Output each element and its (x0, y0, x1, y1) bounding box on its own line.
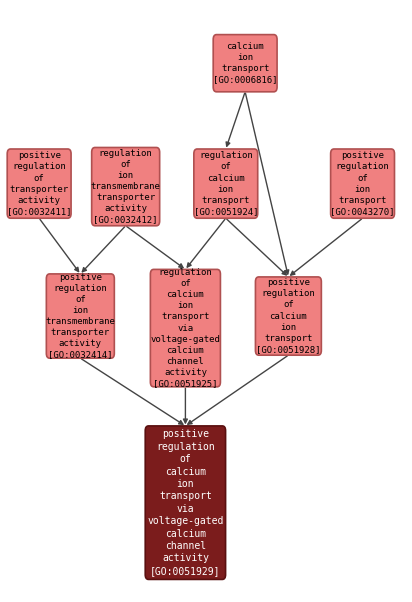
FancyBboxPatch shape (145, 426, 226, 579)
Text: positive
regulation
of
transporter
activity
[GO:0032411]: positive regulation of transporter activ… (7, 151, 71, 216)
Text: positive
regulation
of
calcium
ion
transport
via
voltage-gated
calcium
channel
a: positive regulation of calcium ion trans… (147, 429, 224, 576)
Text: positive
regulation
of
calcium
ion
transport
[GO:0051928]: positive regulation of calcium ion trans… (256, 278, 321, 354)
FancyBboxPatch shape (91, 147, 159, 226)
Text: positive
regulation
of
ion
transport
[GO:0043270]: positive regulation of ion transport [GO… (330, 151, 395, 216)
Text: regulation
of
ion
transmembrane
transporter
activity
[GO:0032412]: regulation of ion transmembrane transpor… (91, 149, 161, 225)
Text: regulation
of
calcium
ion
transport
via
voltage-gated
calcium
channel
activity
[: regulation of calcium ion transport via … (150, 268, 220, 388)
FancyBboxPatch shape (194, 149, 258, 219)
Text: positive
regulation
of
ion
transmembrane
transporter
activity
[GO:0032414]: positive regulation of ion transmembrane… (45, 273, 115, 359)
FancyBboxPatch shape (255, 277, 321, 355)
FancyBboxPatch shape (150, 270, 220, 386)
Text: calcium
ion
transport
[GO:0006816]: calcium ion transport [GO:0006816] (213, 42, 277, 84)
FancyBboxPatch shape (213, 34, 277, 92)
FancyBboxPatch shape (330, 149, 394, 219)
FancyBboxPatch shape (46, 274, 115, 358)
Text: regulation
of
calcium
ion
transport
[GO:0051924]: regulation of calcium ion transport [GO:… (194, 151, 258, 216)
FancyBboxPatch shape (7, 149, 71, 219)
